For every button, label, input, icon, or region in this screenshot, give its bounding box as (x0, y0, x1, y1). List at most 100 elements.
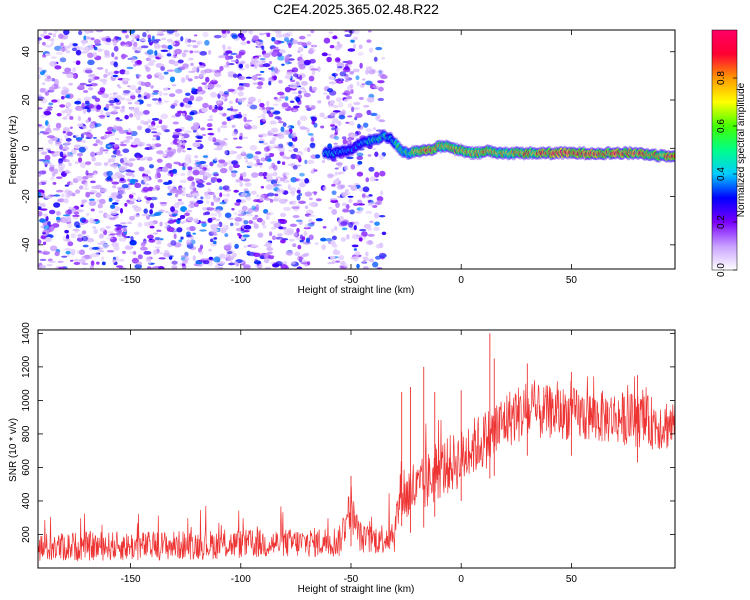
noise-speck (281, 161, 286, 166)
noise-speck (81, 199, 88, 203)
noise-speck (169, 76, 176, 83)
noise-speck (356, 263, 360, 269)
noise-speck (218, 140, 226, 146)
noise-speck (92, 143, 98, 147)
noise-speck (102, 243, 109, 249)
noise-speck (108, 197, 113, 202)
noise-speck (261, 114, 266, 120)
noise-speck (195, 135, 203, 139)
noise-speck (246, 40, 251, 44)
noise-speck (166, 38, 173, 43)
noise-speck (52, 181, 57, 185)
noise-speck (208, 256, 213, 260)
noise-speck (252, 217, 258, 220)
noise-speck (156, 158, 163, 163)
noise-speck (217, 106, 224, 111)
noise-speck (40, 147, 45, 151)
noise-speck (151, 117, 160, 121)
noise-speck (176, 147, 182, 154)
chart-title: C2E4.2025.365.02.48.R22 (273, 1, 439, 17)
noise-speck (379, 253, 387, 259)
noise-speck (160, 124, 169, 129)
snr-x-axis: -150 -100 -50 0 50 (121, 330, 577, 585)
noise-speck (356, 155, 364, 161)
noise-speck (87, 59, 95, 66)
noise-speck (208, 50, 212, 55)
noise-speck (199, 229, 207, 232)
noise-speck (197, 65, 205, 68)
noise-speck (169, 189, 178, 194)
noise-speck (128, 215, 136, 221)
noise-speck (180, 102, 184, 107)
noise-speck (98, 210, 104, 214)
noise-speck (85, 132, 93, 139)
noise-speck (308, 202, 317, 207)
noise-speck (87, 78, 96, 81)
noise-speck (183, 49, 189, 53)
noise-speck (227, 71, 235, 75)
noise-speck (331, 190, 337, 196)
noise-speck (85, 119, 90, 123)
noise-speck (211, 231, 217, 236)
noise-speck (142, 32, 147, 38)
noise-speck (285, 55, 290, 60)
x-tick-label: -100 (231, 275, 251, 286)
noise-speck (241, 205, 248, 212)
noise-speck (65, 238, 71, 242)
noise-speck (156, 150, 164, 155)
noise-speck (372, 147, 377, 151)
noise-speck (175, 189, 183, 195)
noise-speck (201, 82, 207, 85)
noise-speck (374, 171, 380, 178)
noise-speck (173, 233, 177, 239)
noise-speck (91, 246, 100, 250)
noise-speck (227, 63, 235, 66)
noise-speck (42, 241, 47, 246)
noise-speck (127, 85, 131, 88)
noise-speck (346, 156, 354, 160)
noise-speck (191, 87, 196, 92)
noise-speck (367, 30, 372, 33)
noise-speck (228, 150, 236, 155)
noise-speck (186, 171, 192, 177)
noise-speck (89, 180, 96, 184)
noise-speck (158, 54, 164, 58)
noise-speck (261, 60, 266, 63)
noise-speck (220, 125, 228, 129)
noise-speck (310, 30, 315, 34)
noise-speck (205, 167, 210, 172)
noise-speck (47, 38, 55, 41)
noise-speck (336, 43, 343, 49)
noise-speck (42, 131, 50, 135)
noise-speck (268, 112, 274, 118)
noise-speck (207, 135, 214, 142)
noise-speck (255, 73, 262, 76)
noise-speck (109, 163, 115, 167)
noise-speck (347, 103, 353, 108)
noise-speck (266, 192, 275, 197)
noise-speck (296, 194, 301, 201)
noise-speck (335, 260, 341, 263)
noise-speck (71, 192, 76, 197)
noise-speck (277, 91, 285, 96)
noise-speck (361, 78, 366, 81)
noise-speck (91, 156, 96, 162)
noise-speck (65, 234, 70, 240)
noise-speck (200, 196, 204, 200)
noise-speck (323, 37, 331, 44)
noise-speck (137, 80, 141, 86)
noise-speck (351, 244, 359, 248)
noise-speck (331, 127, 335, 131)
spectrogram-x-axis: -150 -100 -50 0 50 (121, 30, 577, 286)
noise-speck (133, 206, 142, 212)
noise-speck (59, 151, 64, 158)
noise-speck (40, 114, 47, 118)
noise-speck (251, 172, 259, 178)
noise-speck (93, 228, 99, 235)
noise-speck (347, 115, 353, 118)
noise-speck (370, 112, 378, 117)
noise-speck (273, 96, 278, 100)
noise-speck (246, 161, 254, 168)
noise-speck (345, 95, 353, 100)
noise-speck (263, 257, 270, 264)
